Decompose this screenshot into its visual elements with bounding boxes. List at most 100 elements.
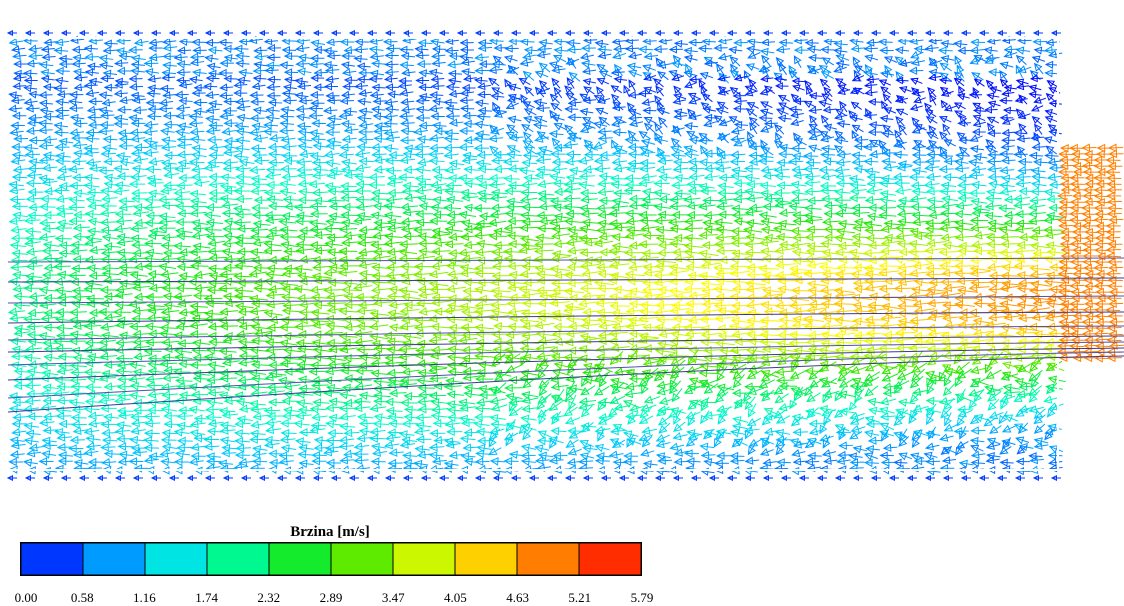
velocity-vector	[370, 59, 386, 68]
velocity-vector	[708, 474, 719, 482]
velocity-vector	[714, 239, 734, 249]
velocity-vector	[848, 193, 867, 203]
velocity-vector	[687, 92, 701, 101]
velocity-vector	[685, 437, 699, 447]
velocity-vector	[158, 217, 176, 226]
velocity-vector	[249, 186, 267, 196]
velocity-vector	[565, 38, 581, 48]
velocity-vector	[383, 128, 399, 137]
velocity-vector	[40, 194, 57, 204]
velocity-vector	[463, 179, 481, 189]
velocity-vector	[522, 427, 533, 441]
velocity-vector	[1013, 150, 1028, 159]
streamline	[7, 341, 1124, 366]
velocity-vector	[850, 44, 866, 53]
velocity-vector	[218, 68, 233, 78]
velocity-vector	[566, 45, 582, 54]
velocity-vector	[956, 92, 970, 101]
velocity-vector	[99, 351, 118, 361]
velocity-vector	[348, 29, 359, 37]
velocity-vector	[971, 165, 987, 174]
velocity-vector	[312, 255, 332, 265]
velocity-vector	[907, 247, 929, 257]
velocity-vector	[987, 398, 1000, 411]
velocity-vector	[9, 361, 27, 370]
velocity-vector	[219, 83, 234, 92]
velocity-vector	[882, 443, 898, 452]
velocity-vector	[400, 398, 418, 408]
velocity-vector	[973, 388, 985, 403]
velocity-vector	[398, 239, 419, 249]
velocity-vector	[562, 140, 579, 150]
velocity-vector	[567, 447, 582, 456]
velocity-vector	[265, 270, 285, 279]
velocity-vector	[698, 158, 715, 167]
velocity-vector	[132, 474, 143, 482]
velocity-vector	[309, 90, 324, 100]
velocity-vector	[1092, 173, 1109, 183]
velocity-vector	[130, 194, 148, 204]
colorbar	[20, 542, 642, 576]
velocity-vector	[54, 76, 69, 85]
velocity-vector	[366, 474, 377, 482]
velocity-vector	[68, 216, 86, 226]
velocity-vector	[128, 82, 144, 91]
velocity-vector	[383, 440, 400, 450]
velocity-vector	[221, 448, 237, 458]
velocity-vector	[42, 396, 59, 406]
velocity-vector	[818, 377, 837, 386]
velocity-vector	[25, 59, 41, 68]
velocity-vector	[1028, 209, 1046, 218]
velocity-vector	[326, 114, 342, 124]
velocity-vector	[550, 426, 567, 436]
velocity-vector	[146, 174, 163, 184]
velocity-vector	[415, 96, 430, 105]
velocity-vector	[1046, 194, 1063, 204]
velocity-vector	[445, 83, 460, 92]
velocity-vector	[878, 79, 892, 87]
velocity-vector	[898, 86, 912, 94]
velocity-vector	[9, 241, 27, 250]
velocity-vector	[131, 164, 148, 174]
velocity-vector	[908, 36, 924, 45]
velocity-vector	[369, 69, 385, 79]
velocity-vector	[178, 37, 194, 47]
velocity-vector	[986, 36, 1001, 45]
velocity-vector	[83, 367, 101, 377]
velocity-vector	[925, 467, 941, 476]
velocity-vector	[537, 189, 555, 199]
velocity-vector	[863, 220, 883, 229]
velocity-vector	[98, 126, 114, 136]
velocity-vector	[175, 103, 191, 113]
velocity-vector	[730, 126, 745, 135]
velocity-vector	[443, 134, 459, 144]
velocity-vector	[1093, 263, 1109, 273]
velocity-vector	[143, 412, 160, 421]
velocity-vector	[1028, 286, 1051, 295]
velocity-vector	[416, 359, 436, 368]
velocity-vector	[267, 201, 286, 211]
velocity-vector	[745, 108, 758, 117]
velocity-vector	[818, 65, 832, 74]
velocity-vector	[428, 442, 445, 452]
velocity-vector	[911, 435, 921, 449]
velocity-vector	[429, 37, 445, 47]
velocity-vector	[223, 118, 239, 128]
velocity-vector	[176, 46, 192, 55]
velocity-vector	[85, 441, 101, 451]
velocity-vector	[760, 217, 779, 227]
velocity-vector	[113, 307, 132, 317]
velocity-vector	[748, 142, 764, 151]
velocity-vector	[266, 382, 285, 392]
velocity-vector	[835, 179, 853, 188]
velocity-vector	[9, 450, 25, 459]
velocity-vector	[642, 36, 657, 46]
velocity-vector	[370, 194, 388, 204]
velocity-vector	[806, 65, 820, 74]
colorbar-tick-label: 4.05	[444, 590, 467, 605]
velocity-vector	[639, 158, 656, 168]
velocity-vector	[972, 152, 988, 162]
velocity-vector	[60, 474, 71, 482]
velocity-vector	[820, 144, 836, 154]
velocity-vector	[38, 361, 56, 370]
